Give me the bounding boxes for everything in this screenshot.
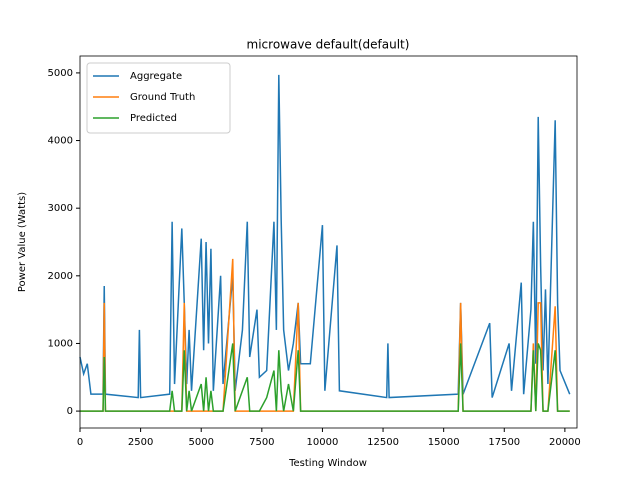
x-tick-label: 10000 xyxy=(307,437,339,448)
legend-label: Ground Truth xyxy=(130,92,195,103)
x-tick-label: 17500 xyxy=(488,437,520,448)
x-tick-label: 15000 xyxy=(428,437,460,448)
plot-frame xyxy=(79,55,578,429)
x-tick-label: 20000 xyxy=(549,437,581,448)
series-line xyxy=(79,74,571,399)
series-line xyxy=(80,343,570,412)
legend-box xyxy=(86,62,231,134)
y-tick-label: 0 xyxy=(67,406,73,417)
x-tick-label: 7500 xyxy=(249,437,274,448)
legend-label: Aggregate xyxy=(130,71,182,82)
y-tick-label: 5000 xyxy=(48,68,73,79)
y-tick-label: 4000 xyxy=(48,136,73,147)
y-tick-label: 1000 xyxy=(48,338,73,349)
x-tick-label: 12500 xyxy=(367,437,399,448)
x-tick-label: 5000 xyxy=(188,437,213,448)
chart-title: microwave default(default) xyxy=(247,38,410,52)
x-axis-label: Testing Window xyxy=(288,458,367,469)
x-tick-label: 2500 xyxy=(128,437,153,448)
legend-label: Predicted xyxy=(130,113,177,124)
y-tick-label: 2000 xyxy=(48,271,73,282)
x-tick-label: 0 xyxy=(77,437,83,448)
y-tick-label: 3000 xyxy=(48,203,73,214)
y-axis-label: Power Value (Watts) xyxy=(17,192,28,292)
